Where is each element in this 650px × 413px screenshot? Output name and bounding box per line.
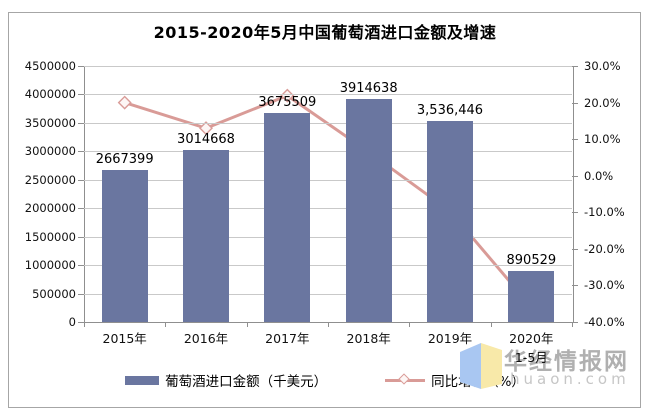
y-axis-tick — [78, 293, 84, 295]
x-axis-tick — [490, 322, 492, 327]
gridline — [84, 94, 572, 96]
gridline — [84, 179, 572, 181]
y-axis-tick — [78, 94, 84, 96]
x-axis-sublabel: 1-5月 — [514, 349, 548, 365]
y-axis-tick — [78, 122, 84, 124]
y-axis-tick — [78, 66, 84, 67]
x-axis-tick — [84, 322, 85, 327]
y-axis-tick-label: 4000000 — [24, 87, 76, 102]
gridline — [84, 122, 572, 124]
bar-value-label: 3914638 — [339, 81, 398, 97]
right-axis-tick — [572, 139, 578, 141]
right-axis-tick-label: 0.0% — [584, 168, 614, 183]
legend-item-import-amount: 葡萄酒进口金额（千美元） — [125, 370, 327, 390]
right-axis-tick — [572, 248, 578, 250]
gridline — [84, 151, 572, 153]
plot-area — [84, 66, 574, 323]
y-axis-tick — [78, 179, 84, 181]
x-axis-tick — [246, 322, 248, 327]
bar-value-label: 3,536,446 — [416, 102, 484, 118]
x-axis-tick — [165, 322, 167, 327]
y-axis-tick — [78, 265, 84, 267]
open-book-logo-icon — [460, 343, 502, 389]
bar-2017年 — [264, 112, 311, 322]
right-axis-tick — [572, 285, 578, 287]
y-axis-tick-label: 500000 — [32, 286, 76, 301]
watermark: 华经情报网 huaon.com — [458, 338, 643, 396]
chart-title: 2015-2020年5月中国葡萄酒进口金额及增速 — [153, 23, 497, 42]
x-axis-label: 2019年 — [427, 331, 473, 346]
line-series-swatch — [385, 373, 426, 386]
right-axis-tick — [572, 66, 578, 67]
legend-label-import-amount: 葡萄酒进口金额（千美元） — [165, 374, 328, 390]
x-axis-tick — [328, 322, 329, 327]
right-axis-tick-label: -40.0% — [584, 315, 625, 329]
bar-2020年 — [508, 271, 555, 322]
bar-value-label: 3675509 — [258, 94, 317, 110]
y-axis-tick — [78, 208, 84, 210]
bar-value-label: 3014668 — [177, 132, 235, 148]
gridline — [84, 66, 572, 67]
right-axis-tick-label: 10.0% — [584, 132, 621, 147]
gridline — [84, 265, 572, 267]
bar-value-label: 2667399 — [95, 152, 154, 168]
x-axis-tick — [409, 322, 411, 327]
y-axis-tick-label: 1500000 — [24, 229, 76, 244]
y-axis-tick-label: 3500000 — [24, 115, 76, 130]
y-axis-tick-label: 4500000 — [24, 59, 76, 73]
x-axis-label: 2016年 — [183, 331, 229, 346]
x-axis-label: 2018年 — [346, 331, 391, 346]
bar-2019年 — [427, 120, 473, 322]
diamond-marker-icon — [398, 373, 410, 385]
right-axis-tick-label: -10.0% — [584, 205, 625, 220]
y-axis-tick — [78, 236, 84, 238]
gridline — [84, 293, 572, 295]
gridline — [84, 236, 572, 238]
right-axis-tick-label: -30.0% — [584, 278, 625, 293]
x-axis-label: 2015年 — [102, 331, 147, 346]
y-axis-tick-label: 3000000 — [24, 144, 76, 159]
bar-2016年 — [183, 150, 229, 322]
watermark-site-name: 华经情报网 — [504, 349, 629, 375]
x-axis-label: 2020年 1-5月 — [491, 330, 571, 368]
bar-2015年 — [101, 170, 148, 322]
right-axis-tick-label: 30.0% — [584, 59, 621, 73]
bar-series-swatch — [125, 375, 160, 385]
right-axis-tick — [572, 322, 578, 323]
y-axis-tick-label: 2000000 — [24, 201, 76, 216]
y-axis-tick-label: 2500000 — [24, 172, 76, 187]
x-axis-label: 2017年 — [265, 331, 310, 346]
right-axis-tick-label: -20.0% — [584, 241, 625, 256]
right-axis-tick — [572, 102, 578, 104]
y-axis-tick-label: 0 — [68, 315, 76, 329]
y-axis-tick — [78, 322, 84, 323]
bar-2018年 — [345, 99, 392, 322]
bar-value-label: 890529 — [506, 253, 557, 269]
right-axis-tick — [572, 175, 578, 177]
y-axis-tick-label: 1000000 — [24, 258, 76, 273]
x-axis-tick — [572, 322, 573, 327]
right-axis-tick — [572, 212, 578, 214]
gridline — [84, 208, 572, 210]
y-axis-tick — [78, 151, 84, 153]
watermark-site-domain: huaon.com — [510, 370, 630, 388]
right-axis-tick-label: 20.0% — [584, 95, 621, 110]
